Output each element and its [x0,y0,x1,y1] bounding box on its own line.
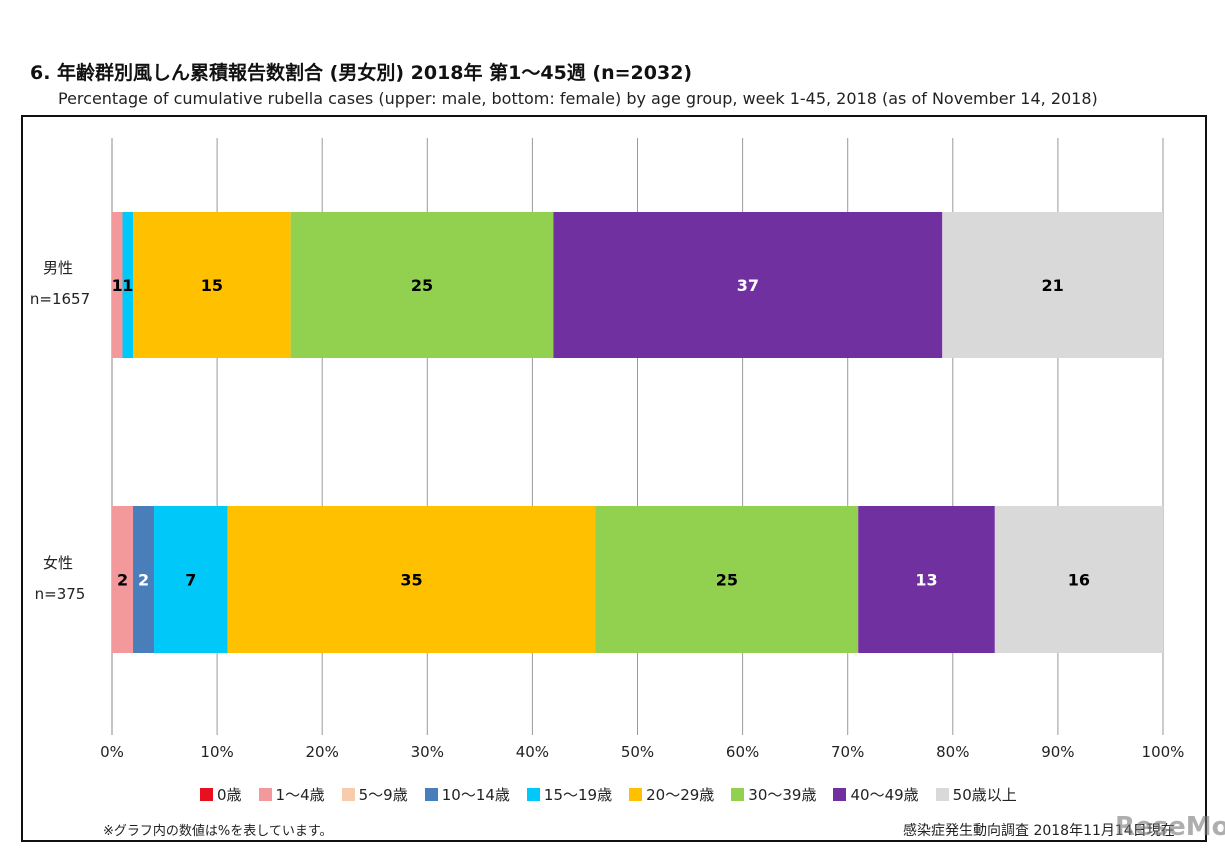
legend-swatch [526,788,540,801]
legend-item: 20～29歳 [629,784,714,805]
x-tick-label: 30% [411,743,444,761]
legend-swatch [935,788,949,801]
legend-label: 15～19歳 [543,786,613,804]
legend-label: 30～39歳 [748,786,817,804]
bar-segment [942,212,1163,358]
legend-swatch [341,788,355,801]
legend-swatch [424,788,438,801]
legend-item: 50歳以上 [935,784,1017,805]
data-label: 25 [716,571,738,590]
bar-segment [994,506,1163,653]
source: 感染症発生動向調査 2018年11月14日現在 [903,823,1175,839]
legend-item: 5～9歳 [341,784,408,805]
legend-swatch [258,788,272,801]
legend-swatch [629,788,643,801]
data-label: 2 [117,571,128,590]
x-tick-label: 80% [936,743,969,761]
legend-label: 50歳以上 [952,786,1017,804]
bar-segment [553,212,943,358]
bar-segment [133,212,291,358]
chart-title: 6. 年齢群別風しん累積報告数割合 (男女別) 2018年 第1～45週 (n=… [30,62,693,84]
bar-segment [154,506,228,653]
x-tick-label: 20% [306,743,339,761]
legend-item: 0歳 [200,784,242,805]
legend-label: 10～14歳 [441,786,510,804]
bar-segment [112,506,134,653]
x-tick-label: 90% [1041,743,1074,761]
legend-item: 1～4歳 [258,784,325,805]
y-label-female: 女性 [42,554,73,572]
legend-label: 5～9歳 [358,786,408,804]
y-label-female-n: n=375 [34,585,86,603]
bar-segment [290,212,554,358]
data-label: 35 [400,571,422,590]
legend-item: 30～39歳 [731,784,816,805]
legend-label: 0歳 [217,786,242,804]
legend-item: 40～49歳 [833,784,919,805]
note: ※グラフ内の数値は%を表しています。 [103,824,333,839]
watermark-logo: ReseMom [1115,812,1225,842]
chart-frame [21,115,1207,842]
x-tick-label: 70% [831,743,864,761]
y-label-male: 男性 [42,259,73,277]
data-label: 15 [201,276,223,295]
x-tick-label: 10% [200,743,233,761]
x-tick-label: 50% [621,743,654,761]
chart-subtitle: Percentage of cumulative rubella cases (… [58,89,1098,108]
legend-swatch [731,788,745,801]
bar-segment [122,212,134,358]
x-tick-label: 40% [516,743,549,761]
bar-segment [858,506,995,653]
legend-item: 10～14歳 [424,784,510,805]
legend-label: 1～4歳 [275,786,325,804]
legend-swatch [200,788,213,801]
data-label: 13 [915,571,937,590]
x-tick-label: 0% [100,743,124,761]
data-label: 1 [122,276,133,295]
data-label: 16 [1068,571,1090,590]
x-tick-label: 60% [726,743,759,761]
bar-segment [595,506,859,653]
legend-swatch [833,788,847,801]
x-tick-label: 100% [1142,743,1185,761]
data-label: 1 [112,276,123,295]
data-label: 7 [185,571,196,590]
data-label: 37 [737,276,759,295]
legend-item: 15～19歳 [526,784,613,805]
data-label: 25 [411,276,433,295]
legend-label: 40～49歳 [850,786,919,804]
legend: 0歳 1～4歳 5～9歳 10～14歳 15～19歳 20～29歳 30～39歳 40～49歳… [200,784,1017,805]
bar-segment [112,212,123,358]
bar-segment [227,506,596,653]
y-label-male-n: n=1657 [29,290,91,308]
data-label: 2 [138,571,149,590]
legend-label: 20～29歳 [646,786,715,804]
data-label: 21 [1042,276,1064,295]
bar-segment [133,506,155,653]
